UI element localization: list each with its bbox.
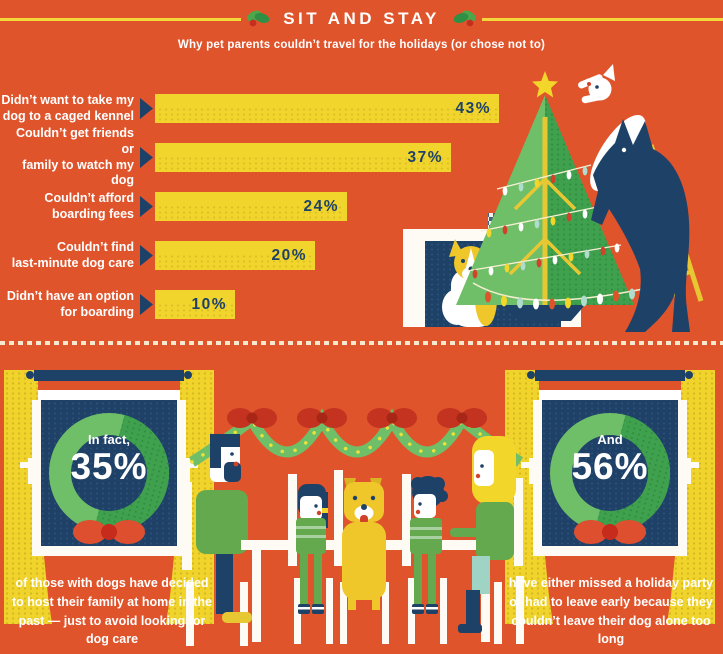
dogs-decorating-christmas-tree-illustration <box>403 64 704 332</box>
bar: 37% <box>155 143 451 172</box>
bar: 10% <box>155 290 235 319</box>
bar-row: Couldn’t find last-minute dog care 20% <box>0 231 520 280</box>
tree-lights <box>472 166 620 279</box>
bar-label: Couldn’t get friends or family to watch m… <box>15 126 134 188</box>
bar-row: Didn’t want to take my dog to a caged ken… <box>0 84 520 133</box>
caption-right: have either missed a holiday party or ha… <box>508 576 714 647</box>
bar-label: Couldn’t afford boarding fees <box>44 190 134 221</box>
bow-icon <box>574 520 646 544</box>
bar: 24% <box>155 192 347 221</box>
person-mother <box>450 436 524 644</box>
bar-label: Couldn’t find last-minute dog care <box>11 239 134 270</box>
chart-subtitle: Why pet parents couldn’t travel for the … <box>177 39 546 51</box>
light-string <box>472 282 644 310</box>
christmas-tree <box>456 71 634 321</box>
wreath <box>49 413 169 544</box>
tree-stand <box>505 305 585 321</box>
golden-dog <box>334 470 389 644</box>
dotted-divider <box>0 341 723 345</box>
bar: 43% <box>155 94 499 123</box>
garland <box>189 408 523 467</box>
stat-right-intro: And <box>597 432 623 447</box>
curtain-holdback <box>20 458 198 484</box>
wreath-window-right <box>505 370 715 624</box>
right-arrow-icon <box>140 98 153 119</box>
bar-label: Didn’t want to take my dog to a caged ken… <box>1 92 134 123</box>
person-daughter <box>288 474 333 644</box>
page-title: SIT AND STAY <box>283 9 440 28</box>
bar-value: 43% <box>455 99 491 117</box>
stat-left-intro: In fact, <box>88 432 130 447</box>
stat-right: And 56% <box>535 432 685 487</box>
person-father <box>182 434 252 646</box>
right-arrow-icon <box>140 147 153 168</box>
star-icon <box>532 71 558 98</box>
wreath-window-left <box>4 370 214 624</box>
garland-bows <box>227 408 487 428</box>
bow-icon <box>73 520 145 544</box>
curtain-holdback <box>521 458 699 484</box>
bar-chart: Didn’t want to take my dog to a caged ken… <box>0 84 520 329</box>
right-arrow-icon <box>140 294 153 315</box>
header-line-right <box>481 17 723 21</box>
right-arrow-icon <box>140 245 153 266</box>
navy-dog <box>591 119 690 332</box>
header: SIT AND STAY <box>0 8 723 30</box>
family-dinner-scene <box>182 408 524 646</box>
holly-icon <box>453 10 476 27</box>
caption-left: of those with dogs have decided to host … <box>11 576 213 647</box>
bar-row: Couldn’t get friends or family to watch m… <box>0 126 520 187</box>
right-arrow-icon <box>140 196 153 217</box>
bar-value: 10% <box>191 295 227 313</box>
bar-row: Couldn’t afford boarding fees 24% <box>0 182 520 231</box>
stat-left-value: 35% <box>70 446 148 487</box>
stat-left: In fact, 35% <box>34 432 184 487</box>
holly-icon <box>247 10 270 27</box>
bar-value: 20% <box>271 246 307 264</box>
person-son <box>402 474 448 644</box>
bar-value: 24% <box>303 197 339 215</box>
header-line-left <box>0 17 242 21</box>
stat-right-value: 56% <box>571 446 649 487</box>
bar-label: Didn’t have an option for boarding <box>6 288 134 319</box>
bar-row: Didn’t have an option for boarding 10% <box>0 280 520 329</box>
bar: 20% <box>155 241 315 270</box>
bar-value: 37% <box>407 148 443 166</box>
wreath <box>550 413 670 544</box>
